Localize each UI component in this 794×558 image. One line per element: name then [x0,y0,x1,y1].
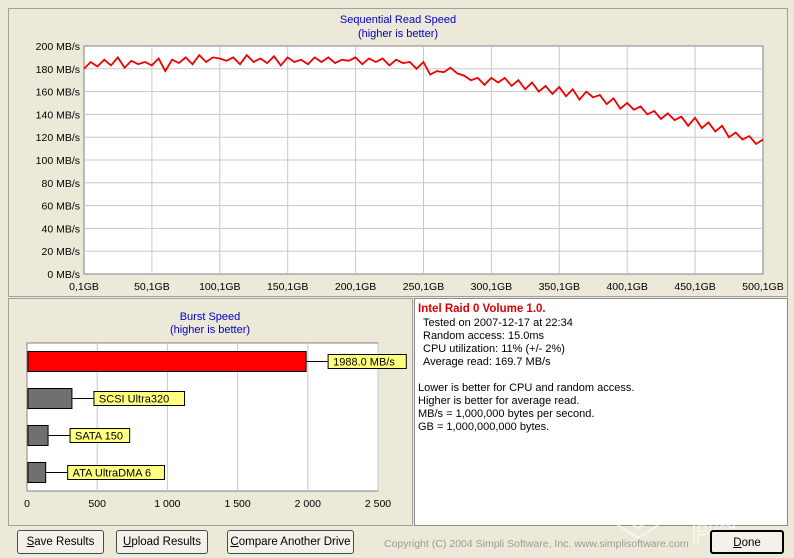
note-lower-better: Lower is better for CPU and random acces… [418,382,635,394]
y-tick-label: 40 MB/s [41,223,80,235]
x-tick-label: 250,1GB [403,281,444,293]
compare-label: ompare Another Drive [238,536,351,548]
x-tick-label: 100,1GB [199,281,240,293]
x-tick-label: 400,1GB [606,281,647,293]
burst-title: Burst Speed [180,311,241,323]
x-tick-label: 150,1GB [267,281,308,293]
x-tick-label: 200,1GB [335,281,376,293]
burst-bar [27,388,73,409]
x-tick-label: 50,1GB [134,281,170,293]
x-tick-label: 500,1GB [742,281,783,293]
results-info-panel: Intel Raid 0 Volume 1.0. Tested on 2007-… [414,298,788,526]
drive-name: Intel Raid 0 Volume 1.0. [418,303,546,315]
tested-date: Tested on 2007-12-17 at 22:34 [423,317,573,329]
x-tick-label: 450,1GB [674,281,715,293]
burst-tick-label: 2 500 [365,498,391,510]
burst-tick-label: 0 [24,498,30,510]
upload-label: pload Results [131,536,201,548]
done-hotkey: D [733,537,742,549]
sequential-read-panel: Sequential Read Speed (higher is better)… [8,8,788,297]
note-mbps-definition: MB/s = 1,000,000 bytes per second. [418,408,595,420]
burst-label-box [93,391,186,406]
burst-bar [27,462,47,483]
read-speed-series-line [83,53,764,146]
y-tick-label: 100 MB/s [36,155,80,167]
burst-tick-label: 1 500 [224,498,250,510]
y-tick-label: 180 MB/s [36,64,80,76]
y-tick-label: 80 MB/s [41,178,80,190]
save-label: ave Results [34,536,95,548]
chart-subtitle: (higher is better) [358,28,438,40]
y-tick-label: 160 MB/s [36,87,80,99]
random-access: Random access: 15.0ms [423,330,545,342]
burst-tick-label: 500 [88,498,106,510]
burst-speed-panel: Burst Speed (higher is better) 0 500 1 000… [8,298,413,526]
save-hotkey: S [26,536,35,548]
burst-label: SCSI Ultra320 [99,394,169,406]
x-tick-label: 0,1GB [69,281,99,293]
burst-label: ATA UltraDMA 6 [73,468,151,480]
svg-text:PURE: PURE [672,484,763,517]
burst-subtitle: (higher is better) [170,324,250,336]
y-tick-label: 200 MB/s [36,41,80,53]
y-tick-label: 0 MB/s [47,269,80,281]
sequential-read-chart: Sequential Read Speed (higher is better)… [36,14,784,293]
burst-speed-chart: Burst Speed (higher is better) 0 500 1 000… [24,311,407,510]
burst-tick-label: 1 000 [154,498,180,510]
chart-title: Sequential Read Speed [340,14,456,26]
y-tick-label: 140 MB/s [36,109,80,121]
burst-label-box [69,428,131,443]
y-tick-label: 120 MB/s [36,132,80,144]
note-gb-definition: GB = 1,000,000,000 bytes. [418,421,550,433]
burst-bar [27,425,49,446]
y-tick-label: 60 MB/s [41,201,80,213]
compare-drive-button[interactable]: Compare Another Drive [227,530,354,554]
note-higher-better: Higher is better for average read. [418,395,580,407]
burst-bar [27,351,307,372]
burst-label: SATA 150 [75,431,123,443]
upload-hotkey: U [123,536,132,548]
compare-hotkey: C [230,536,239,548]
burst-label-box [327,354,407,369]
done-button[interactable]: Done [710,530,784,554]
y-tick-label: 20 MB/s [41,246,80,258]
burst-tick-label: 2 000 [295,498,321,510]
x-tick-label: 350,1GB [539,281,580,293]
copyright-text: Copyright (C) 2004 Simpli Software, Inc.… [384,538,689,550]
cpu-utilization: CPU utilization: 11% (+/- 2%) [423,343,565,355]
upload-results-button[interactable]: Upload Results [116,530,208,554]
burst-label: 1988.0 MB/s [333,357,395,369]
burst-label-box [67,465,165,480]
average-read: Average read: 169.7 MB/s [423,356,551,368]
done-label: one [741,537,761,549]
save-results-button[interactable]: Save Results [17,530,104,554]
x-tick-label: 300,1GB [471,281,512,293]
